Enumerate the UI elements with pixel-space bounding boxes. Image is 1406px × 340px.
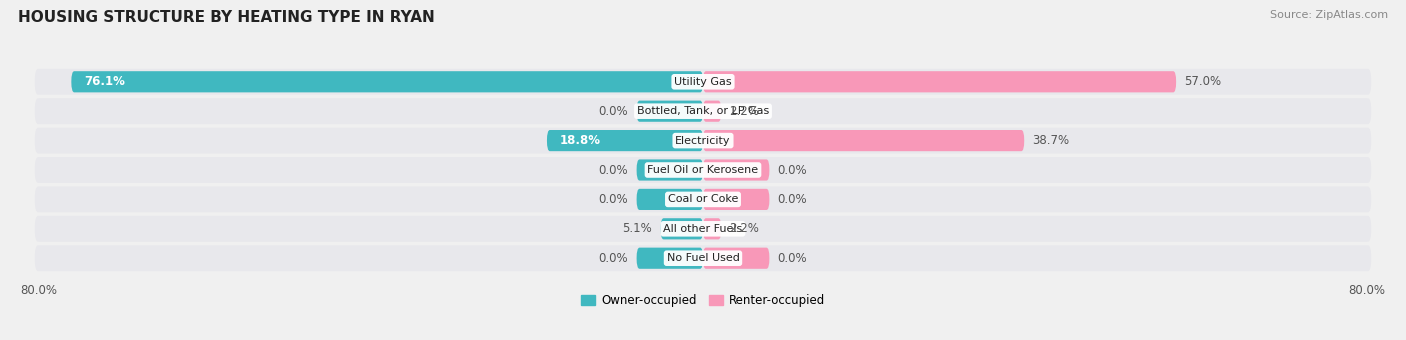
Text: Electricity: Electricity [675, 136, 731, 146]
Text: Utility Gas: Utility Gas [675, 77, 731, 87]
Text: 0.0%: 0.0% [778, 164, 807, 176]
FancyBboxPatch shape [35, 69, 1371, 95]
FancyBboxPatch shape [661, 218, 703, 239]
Text: Coal or Coke: Coal or Coke [668, 194, 738, 204]
FancyBboxPatch shape [637, 101, 703, 122]
FancyBboxPatch shape [35, 98, 1371, 124]
FancyBboxPatch shape [703, 189, 769, 210]
Text: 0.0%: 0.0% [599, 164, 628, 176]
Text: Fuel Oil or Kerosene: Fuel Oil or Kerosene [647, 165, 759, 175]
FancyBboxPatch shape [637, 159, 703, 181]
Text: 18.8%: 18.8% [560, 134, 600, 147]
Text: 0.0%: 0.0% [778, 252, 807, 265]
FancyBboxPatch shape [547, 130, 703, 151]
FancyBboxPatch shape [35, 128, 1371, 154]
Text: 0.0%: 0.0% [778, 193, 807, 206]
FancyBboxPatch shape [72, 71, 703, 92]
FancyBboxPatch shape [35, 186, 1371, 212]
Text: Bottled, Tank, or LP Gas: Bottled, Tank, or LP Gas [637, 106, 769, 116]
Text: 2.2%: 2.2% [730, 222, 759, 235]
Text: 38.7%: 38.7% [1032, 134, 1070, 147]
FancyBboxPatch shape [637, 248, 703, 269]
Text: 0.0%: 0.0% [599, 105, 628, 118]
Text: 0.0%: 0.0% [599, 252, 628, 265]
FancyBboxPatch shape [703, 159, 769, 181]
FancyBboxPatch shape [703, 101, 721, 122]
FancyBboxPatch shape [637, 189, 703, 210]
Text: 57.0%: 57.0% [1184, 75, 1222, 88]
Text: All other Fuels: All other Fuels [664, 224, 742, 234]
Text: 76.1%: 76.1% [84, 75, 125, 88]
Text: 5.1%: 5.1% [623, 222, 652, 235]
Text: 2.2%: 2.2% [730, 105, 759, 118]
FancyBboxPatch shape [703, 248, 769, 269]
Text: Source: ZipAtlas.com: Source: ZipAtlas.com [1270, 10, 1388, 20]
Text: HOUSING STRUCTURE BY HEATING TYPE IN RYAN: HOUSING STRUCTURE BY HEATING TYPE IN RYA… [18, 10, 434, 25]
Text: No Fuel Used: No Fuel Used [666, 253, 740, 263]
FancyBboxPatch shape [703, 71, 1177, 92]
FancyBboxPatch shape [703, 130, 1024, 151]
Legend: Owner-occupied, Renter-occupied: Owner-occupied, Renter-occupied [576, 290, 830, 312]
Text: 0.0%: 0.0% [599, 193, 628, 206]
FancyBboxPatch shape [703, 218, 721, 239]
FancyBboxPatch shape [35, 245, 1371, 271]
FancyBboxPatch shape [35, 216, 1371, 242]
FancyBboxPatch shape [35, 157, 1371, 183]
